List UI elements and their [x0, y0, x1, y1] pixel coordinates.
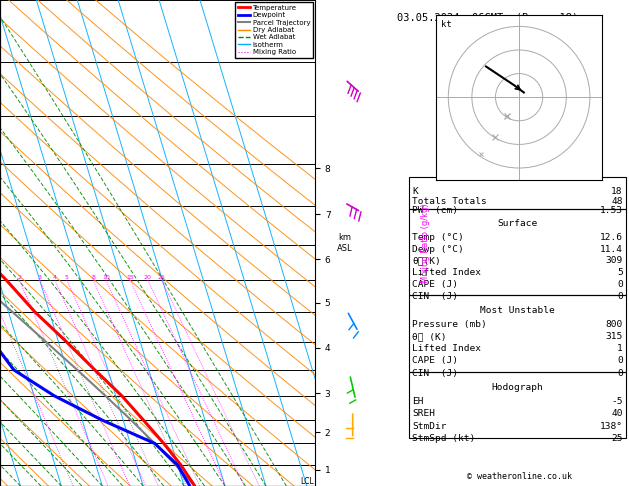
Text: StmDir: StmDir: [413, 422, 447, 431]
Text: 0: 0: [617, 356, 623, 365]
Text: 11.4: 11.4: [599, 244, 623, 254]
Text: Most Unstable: Most Unstable: [480, 306, 555, 315]
Text: SREH: SREH: [413, 409, 435, 418]
Text: Totals Totals: Totals Totals: [413, 196, 487, 206]
Text: 0: 0: [617, 280, 623, 289]
Text: 5: 5: [617, 268, 623, 277]
Text: 3: 3: [38, 275, 42, 280]
Text: 10: 10: [102, 275, 110, 280]
Text: 03.05.2024  06GMT  (Base: 18): 03.05.2024 06GMT (Base: 18): [397, 12, 578, 22]
Text: 25: 25: [611, 434, 623, 443]
Text: StmSpd (kt): StmSpd (kt): [413, 434, 476, 443]
Text: 25: 25: [158, 275, 165, 280]
Text: 1.53: 1.53: [599, 206, 623, 215]
Text: -5: -5: [611, 397, 623, 406]
Text: Lifted Index: Lifted Index: [413, 268, 481, 277]
Text: 4: 4: [53, 275, 57, 280]
Text: PW  (cm): PW (cm): [413, 206, 459, 215]
Text: CIN  (J): CIN (J): [413, 368, 459, 378]
Text: CAPE (J): CAPE (J): [413, 280, 459, 289]
Text: Mixing Ratio (g/kg): Mixing Ratio (g/kg): [421, 203, 430, 283]
Text: 2: 2: [18, 275, 21, 280]
Text: 1: 1: [617, 344, 623, 353]
Text: Surface: Surface: [498, 219, 538, 228]
Text: 18: 18: [611, 187, 623, 196]
Text: Temp (°C): Temp (°C): [413, 233, 464, 242]
Bar: [409, 177, 626, 209]
Text: θᴄ(K): θᴄ(K): [413, 257, 441, 265]
Text: 12.6: 12.6: [599, 233, 623, 242]
Text: 8: 8: [91, 275, 95, 280]
Text: 0: 0: [617, 368, 623, 378]
Legend: Temperature, Dewpoint, Parcel Trajectory, Dry Adiabat, Wet Adiabat, Isotherm, Mi: Temperature, Dewpoint, Parcel Trajectory…: [235, 2, 313, 58]
Text: Lifted Index: Lifted Index: [413, 344, 481, 353]
Y-axis label: km
ASL: km ASL: [337, 233, 352, 253]
Text: Hodograph: Hodograph: [492, 383, 543, 392]
Text: 48: 48: [611, 196, 623, 206]
Text: 138°: 138°: [599, 422, 623, 431]
Text: 309: 309: [606, 257, 623, 265]
Text: 15: 15: [126, 275, 134, 280]
Text: K: K: [413, 187, 418, 196]
Text: θᴄ (K): θᴄ (K): [413, 332, 447, 341]
Text: 800: 800: [606, 320, 623, 329]
Text: CIN  (J): CIN (J): [413, 292, 459, 301]
Text: 5: 5: [65, 275, 69, 280]
Text: 315: 315: [606, 332, 623, 341]
Text: Dewp (°C): Dewp (°C): [413, 244, 464, 254]
Text: 20: 20: [144, 275, 152, 280]
Text: 0: 0: [617, 292, 623, 301]
Text: LCL: LCL: [300, 477, 314, 486]
Bar: [409, 372, 626, 438]
Text: Pressure (mb): Pressure (mb): [413, 320, 487, 329]
Text: CAPE (J): CAPE (J): [413, 356, 459, 365]
Bar: [409, 209, 626, 295]
Text: 40: 40: [611, 409, 623, 418]
Text: © weatheronline.co.uk: © weatheronline.co.uk: [467, 472, 572, 481]
Bar: [409, 295, 626, 372]
Text: EH: EH: [413, 397, 424, 406]
